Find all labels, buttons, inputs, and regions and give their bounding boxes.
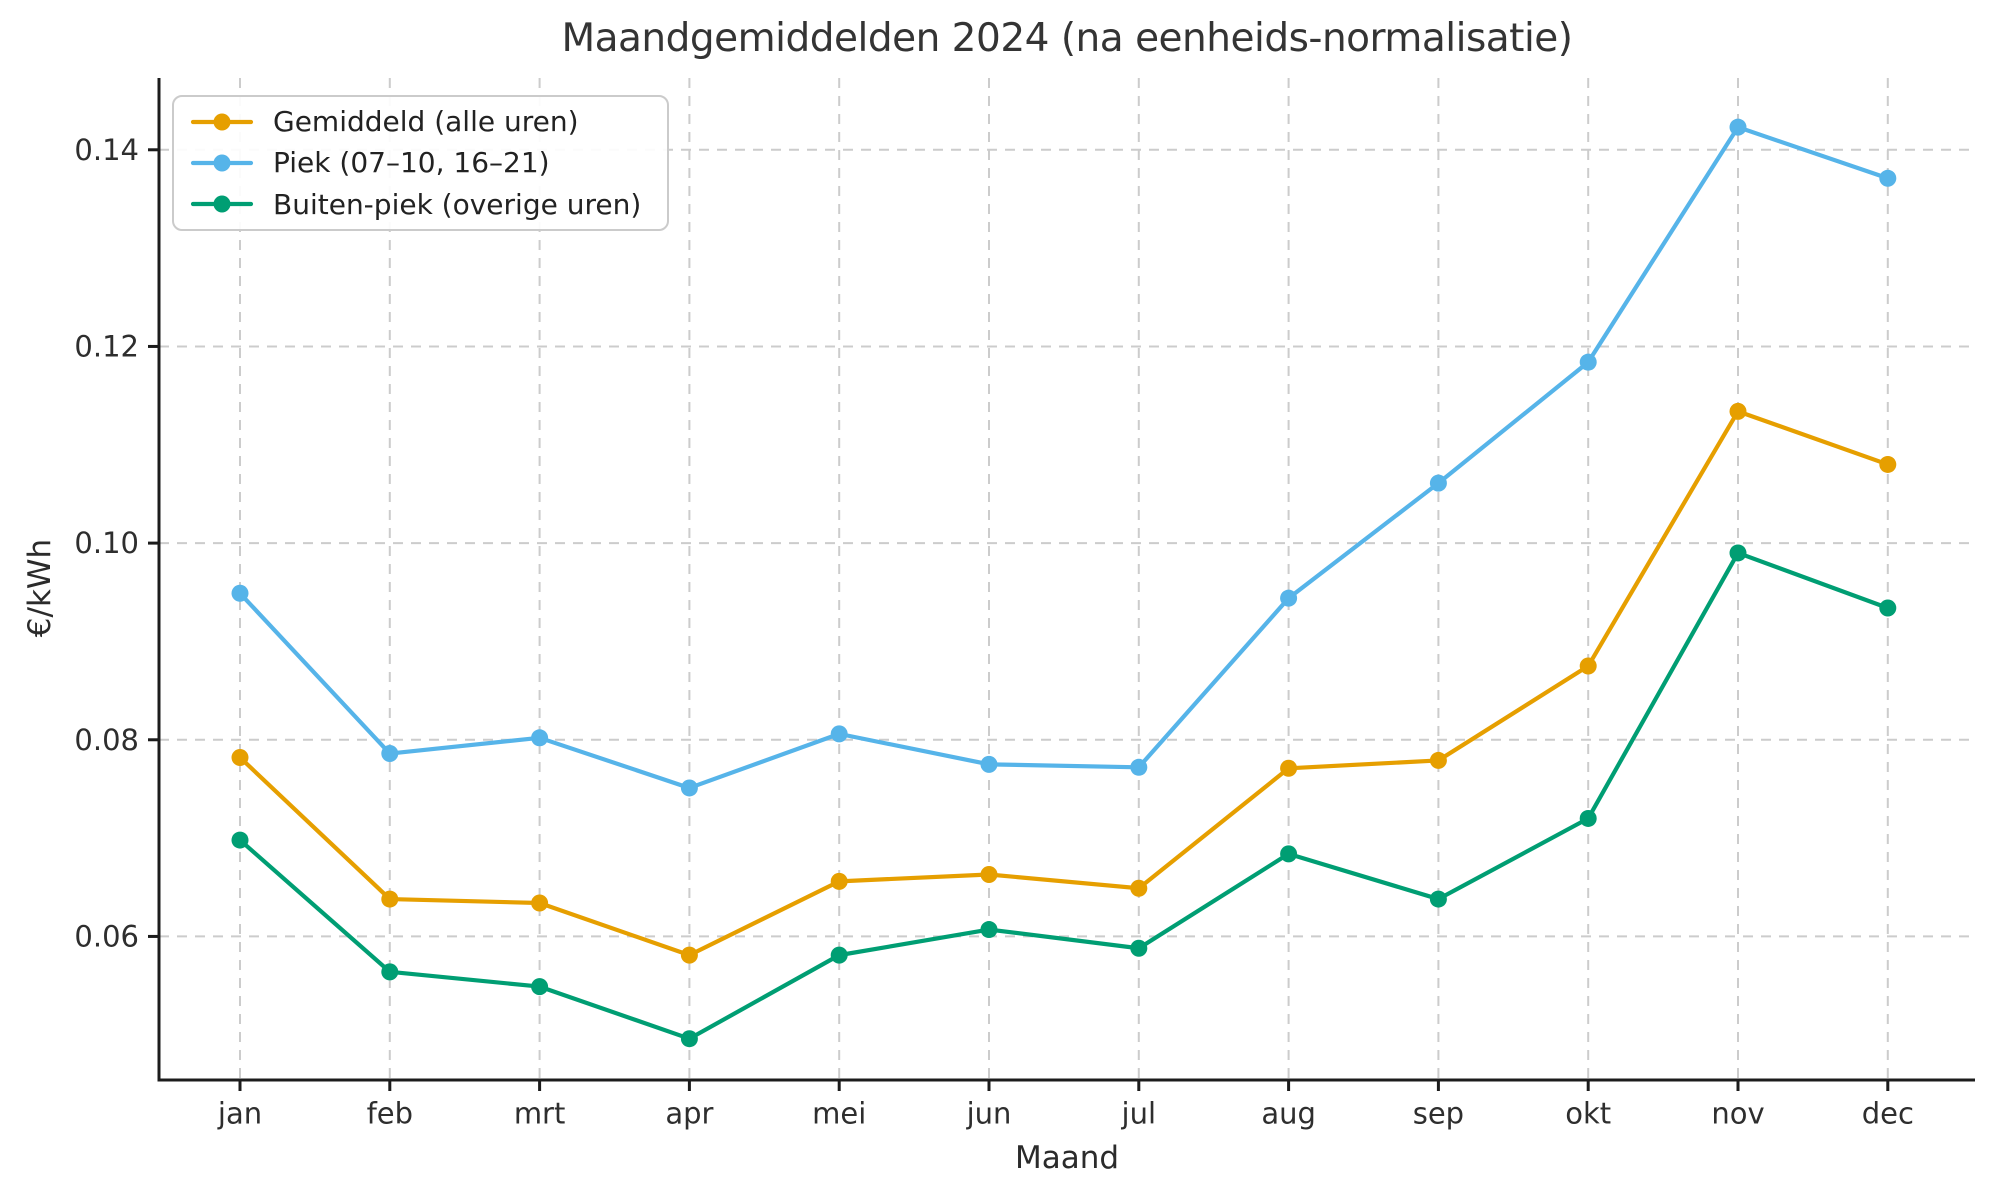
data-point [1130,758,1148,776]
data-point [381,745,399,763]
data-point [830,946,848,964]
data-point [1729,402,1747,420]
x-tick-label: okt [1565,1097,1611,1131]
legend-marker-icon [190,191,254,217]
data-point [381,963,399,981]
legend-item: Gemiddeld (alle uren) [190,101,641,142]
data-point [680,946,698,964]
data-point [231,831,249,849]
legend-marker-icon [190,109,254,135]
axis-spines [157,78,1975,1082]
x-tick-label: sep [1413,1097,1464,1131]
y-tick-label: 0.14 [74,133,139,167]
y-tick-label: 0.10 [74,526,139,560]
data-point [980,865,998,883]
data-point [231,584,249,602]
series-gemiddeld [231,402,1897,964]
legend-label: Piek (07–10, 16–21) [273,146,550,180]
x-tick-label: aug [1261,1097,1316,1131]
data-point [1729,118,1747,136]
series-line [237,125,1890,791]
data-point [1130,939,1148,957]
x-tick-label: dec [1862,1097,1914,1131]
x-tick-label: mei [812,1097,866,1131]
data-point [1879,169,1897,187]
data-point [1879,599,1897,617]
y-tick-label: 0.08 [74,723,139,757]
legend-marker-icon [190,150,254,176]
series-piek [231,118,1897,797]
data-point [381,890,399,908]
tick-marks [148,148,1890,1091]
x-tick-label: jun [966,1097,1012,1131]
x-tick-label: mrt [514,1097,566,1131]
data-point [531,894,549,912]
series-line [237,409,1890,958]
gridlines [159,78,1975,1080]
data-point [531,978,549,996]
data-point [980,755,998,773]
data-point [1280,845,1298,863]
data-point [231,748,249,766]
data-point [830,725,848,743]
data-point [1729,544,1747,562]
series-buiten-piek [231,544,1897,1048]
data-point [1579,353,1597,371]
data-point [1280,759,1298,777]
y-tick-label: 0.06 [74,919,139,953]
tick-labels: jan feb mrt apr mei jun jul aug sep okt nov dec 0.06… [74,133,1913,1131]
legend-item: Buiten-piek (overige uren) [190,184,641,225]
x-tick-label: jan [217,1097,262,1131]
data-point [980,921,998,939]
chart-title: Maandgemiddelden 2024 (na eenheids-norma… [561,16,1573,61]
y-axis-label: €/kWh [22,538,58,638]
legend-label: Buiten-piek (overige uren) [273,187,642,221]
data-point [1429,890,1447,908]
x-tick-label: apr [665,1097,713,1131]
x-axis-label: Maand [1014,1140,1120,1176]
data-point [1879,455,1897,473]
data-point [1130,879,1148,897]
x-tick-label: nov [1711,1097,1764,1131]
data-point [830,872,848,890]
series-line [237,550,1890,1041]
legend-label: Gemiddeld (alle uren) [273,105,579,139]
data-point [680,779,698,797]
data-point [1280,589,1298,607]
data-point [531,729,549,747]
y-tick-label: 0.12 [74,329,139,363]
data-point [1579,657,1597,675]
data-point [1579,809,1597,827]
x-tick-label: feb [367,1097,413,1131]
data-point [1429,751,1447,769]
legend: Gemiddeld (alle uren) Piek (07–10, 16–21… [172,95,670,231]
data-point [680,1030,698,1048]
legend-item: Piek (07–10, 16–21) [190,142,641,183]
data-point [1429,474,1447,492]
x-tick-label: jul [1121,1097,1157,1131]
